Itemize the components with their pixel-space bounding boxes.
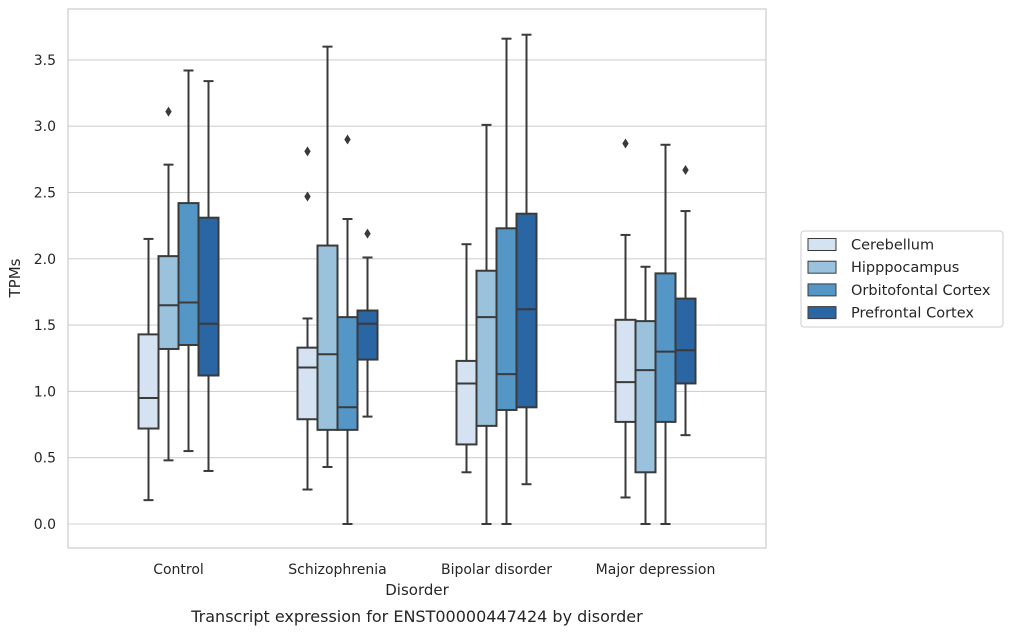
legend-frame (800, 230, 1004, 328)
legend-label: Prefrontal Cortex (851, 306, 974, 322)
box (356, 309, 379, 361)
plot-area-frame (67, 8, 767, 549)
legend-swatch (807, 283, 837, 297)
box (157, 255, 180, 350)
legend-swatch (807, 260, 837, 274)
x-tick-label: Control (153, 562, 204, 578)
y-tick-label: 1.5 (34, 318, 56, 334)
legend-label: Orbitofontal Cortex (851, 283, 991, 299)
y-tick-labels: 0.0 0.5 1.0 1.5 2.0 2.5 3.0 3.5 (34, 53, 56, 533)
x-tick-labels: Control Schizophrenia Bipolar disorder Majo… (153, 562, 715, 578)
x-tick-label: Major depression (596, 562, 716, 578)
y-axis-label: TPMs (6, 258, 24, 298)
series-prefrontal-cortex (197, 33, 697, 486)
series-orbitofontal-cortex (177, 37, 677, 525)
x-tick-label: Schizophrenia (288, 562, 386, 578)
box (455, 359, 478, 446)
box-series (137, 33, 697, 525)
chart-caption: Transcript expression for ENST0000044742… (190, 607, 643, 626)
outlier-point (682, 164, 689, 175)
legend-swatch (807, 238, 837, 251)
box (495, 227, 518, 411)
legend-item: Prefrontal Cortex (807, 306, 974, 322)
y-tick-label: 2.5 (34, 186, 56, 202)
outlier-point (622, 138, 629, 149)
series-hipppocampus (157, 45, 657, 525)
legend-item: Orbitofontal Cortex (807, 283, 991, 299)
y-tick-label: 0.5 (34, 451, 56, 467)
x-tick-label: Bipolar disorder (441, 562, 552, 578)
box (674, 297, 697, 385)
box (137, 333, 160, 430)
outlier-point (364, 228, 371, 239)
legend-item: Cerebellum (807, 238, 934, 254)
legend: Cerebellum Hipppocampus Orbitofontal Corte… (800, 230, 1004, 328)
outlier-point (304, 191, 311, 202)
box (515, 212, 538, 409)
y-tick-label: 2.0 (34, 252, 56, 268)
box (654, 272, 677, 423)
legend-swatch (807, 306, 837, 320)
box (475, 269, 498, 427)
legend-item: Hipppocampus (807, 260, 959, 276)
y-tick-label: 1.0 (34, 384, 56, 400)
outlier-point (344, 134, 351, 145)
box (336, 316, 359, 431)
box (634, 320, 657, 474)
y-tick-label: 0.0 (34, 517, 56, 533)
outlier-point (165, 106, 172, 117)
x-axis-label: Disorder (385, 581, 449, 599)
box (316, 244, 339, 431)
box (296, 346, 319, 421)
y-tick-label: 3.0 (34, 119, 56, 135)
box (177, 202, 200, 346)
series-cerebellum (137, 138, 637, 502)
y-tick-label: 3.5 (34, 53, 56, 69)
box (197, 216, 220, 377)
legend-label: Hipppocampus (851, 260, 959, 276)
outlier-point (304, 146, 311, 157)
box (614, 318, 637, 423)
legend-label: Cerebellum (851, 238, 934, 254)
